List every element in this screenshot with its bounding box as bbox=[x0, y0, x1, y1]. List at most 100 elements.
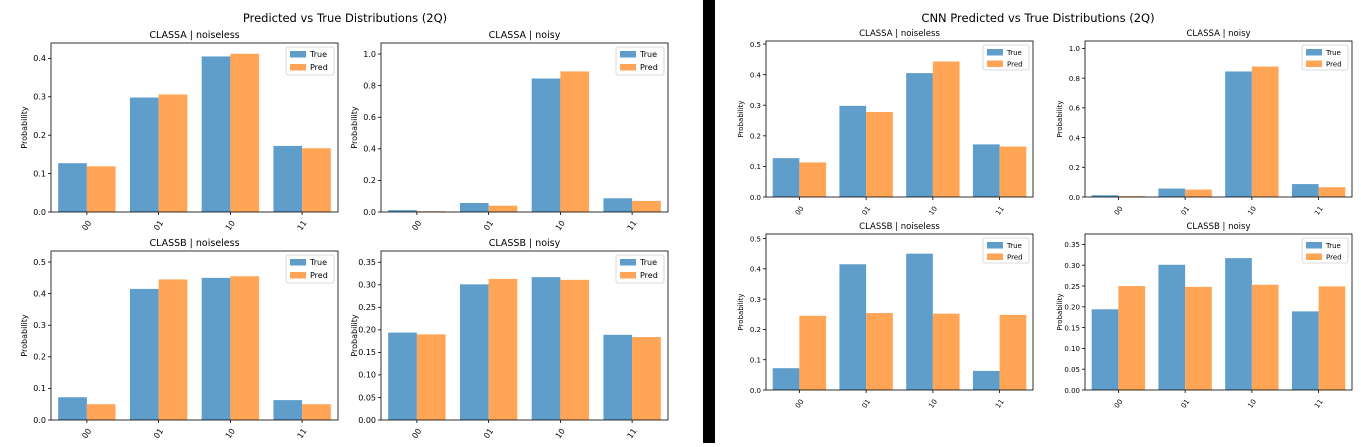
bar-true-00 bbox=[388, 210, 417, 212]
y-tick-label: 0.25 bbox=[358, 303, 376, 312]
bar-true-01 bbox=[1158, 188, 1186, 197]
subplot-0: CLASSA | noiseless 0.0 0.1 0.2 0.3 0.4 00 01 10 1… bbox=[20, 30, 339, 233]
axes-frame bbox=[380, 250, 669, 421]
legend-label-pred: Pred bbox=[1007, 254, 1023, 262]
bar-true-00 bbox=[772, 158, 800, 197]
x-tick-label: 10 bbox=[1246, 398, 1258, 410]
x-tick-label: 10 bbox=[554, 427, 567, 441]
bar-true-01 bbox=[129, 288, 159, 420]
legend-swatch-true bbox=[987, 242, 1003, 249]
y-tick-label: 0.15 bbox=[358, 348, 376, 357]
y-tick-label: 0.2 bbox=[750, 133, 761, 141]
legend-label-pred: Pred bbox=[1326, 254, 1342, 262]
x-tick-label: 00 bbox=[1113, 398, 1125, 410]
subplot-title: CLASSB | noisy bbox=[489, 238, 561, 249]
x-tick-label: 10 bbox=[224, 427, 237, 441]
legend: True Pred bbox=[615, 254, 665, 284]
legend: True Pred bbox=[982, 44, 1030, 71]
y-tick-label: 0.00 bbox=[1064, 387, 1080, 395]
y-tick-label: 0.0 bbox=[1069, 194, 1080, 202]
y-tick-label: 0.00 bbox=[358, 416, 376, 425]
legend-swatch-true bbox=[987, 49, 1003, 56]
y-tick-label: 0.0 bbox=[363, 208, 376, 217]
y-tick-label: 0.1 bbox=[750, 357, 761, 365]
x-tick-label: 00 bbox=[410, 427, 423, 441]
bar-true-11 bbox=[273, 400, 303, 420]
subplot-5: CLASSA | noisy 0.0 0.2 0.4 0.6 0.8 1.0 00 01 10 11… bbox=[1056, 29, 1353, 217]
legend: True Pred bbox=[1301, 44, 1349, 71]
y-tick-label: 0.35 bbox=[358, 258, 376, 267]
subplot-2: CLASSB | noiseless 0.0 0.1 0.2 0.3 0.4 0.5 00 01… bbox=[20, 238, 339, 441]
y-tick-label: 0.3 bbox=[750, 296, 761, 304]
legend-label-pred: Pred bbox=[310, 63, 328, 72]
axes-frame bbox=[50, 250, 339, 421]
x-tick-label: 10 bbox=[554, 219, 567, 233]
y-tick-label: 0.10 bbox=[1064, 345, 1080, 353]
x-tick-label: 11 bbox=[625, 219, 638, 233]
bar-true-00 bbox=[388, 332, 417, 420]
y-tick-label: 0.5 bbox=[33, 258, 46, 267]
legend-label-true: True bbox=[639, 258, 657, 267]
legend-label-pred: Pred bbox=[1326, 61, 1342, 69]
axes-frame bbox=[765, 40, 1034, 198]
subplot-title: CLASSA | noiseless bbox=[859, 29, 940, 39]
x-tick-label: 00 bbox=[80, 219, 93, 233]
y-axis-label: Probability bbox=[737, 293, 745, 330]
x-tick-label: 01 bbox=[1180, 398, 1192, 410]
bar-pred-11 bbox=[1318, 187, 1346, 197]
subplot-3: CLASSB | noisy 0.00 0.05 0.10 0.15 0.20 0.25 0.… bbox=[350, 238, 669, 441]
y-tick-label: 0.4 bbox=[363, 145, 376, 154]
y-tick-label: 0.35 bbox=[1064, 241, 1080, 249]
legend-swatch-pred bbox=[1306, 60, 1322, 67]
axes-frame bbox=[380, 42, 669, 213]
bar-true-10 bbox=[906, 253, 933, 390]
legend-swatch-pred bbox=[620, 64, 636, 71]
y-tick-label: 0.2 bbox=[33, 353, 46, 362]
bar-pred-10 bbox=[560, 279, 590, 420]
y-axis-label: Probability bbox=[1056, 293, 1064, 330]
legend-swatch-true bbox=[290, 259, 306, 266]
y-tick-label: 0.2 bbox=[363, 176, 376, 185]
y-tick-label: 0.8 bbox=[1069, 75, 1080, 83]
y-tick-label: 0.0 bbox=[33, 208, 46, 217]
legend-label-true: True bbox=[1006, 242, 1022, 250]
y-tick-label: 0.3 bbox=[33, 93, 46, 102]
x-tick-label: 01 bbox=[1180, 205, 1192, 217]
y-tick-label: 0.4 bbox=[33, 289, 46, 298]
bar-true-00 bbox=[58, 163, 87, 212]
bar-pred-01 bbox=[866, 111, 893, 197]
bar-true-00 bbox=[58, 397, 87, 420]
legend-swatch-true bbox=[620, 51, 636, 58]
bar-pred-10 bbox=[1251, 66, 1279, 197]
bar-pred-00 bbox=[86, 166, 116, 212]
legend-label-pred: Pred bbox=[1007, 61, 1023, 69]
x-tick-label: 10 bbox=[927, 398, 939, 410]
bar-true-10 bbox=[1225, 258, 1252, 390]
bar-true-10 bbox=[531, 277, 561, 420]
bar-pred-10 bbox=[560, 71, 590, 213]
legend-label-true: True bbox=[309, 258, 327, 267]
y-axis-label: Probability bbox=[350, 314, 359, 357]
x-tick-label: 01 bbox=[152, 219, 165, 233]
x-tick-label: 00 bbox=[410, 219, 423, 233]
bar-pred-00 bbox=[416, 334, 446, 420]
axes-frame bbox=[1084, 40, 1353, 198]
y-tick-label: 0.25 bbox=[1064, 283, 1080, 291]
x-tick-label: 01 bbox=[152, 427, 165, 441]
x-tick-label: 10 bbox=[1246, 205, 1258, 217]
bar-pred-01 bbox=[488, 205, 518, 212]
y-tick-label: 0.2 bbox=[33, 131, 46, 140]
x-tick-label: 01 bbox=[482, 219, 495, 233]
legend-swatch-pred bbox=[1306, 253, 1322, 260]
subplot-title: CLASSA | noiseless bbox=[149, 30, 239, 41]
legend-label-pred: Pred bbox=[310, 271, 328, 280]
legend-swatch-true bbox=[1306, 49, 1322, 56]
bar-true-11 bbox=[972, 370, 1000, 390]
legend-swatch-true bbox=[290, 51, 306, 58]
bar-pred-01 bbox=[488, 278, 518, 420]
bar-true-11 bbox=[1291, 311, 1319, 390]
y-axis-label: Probability bbox=[20, 314, 29, 357]
y-tick-label: 0.0 bbox=[750, 387, 761, 395]
subplot-1: CLASSA | noisy 0.0 0.2 0.4 0.6 0.8 1.0 00 01 10 11… bbox=[350, 30, 669, 233]
